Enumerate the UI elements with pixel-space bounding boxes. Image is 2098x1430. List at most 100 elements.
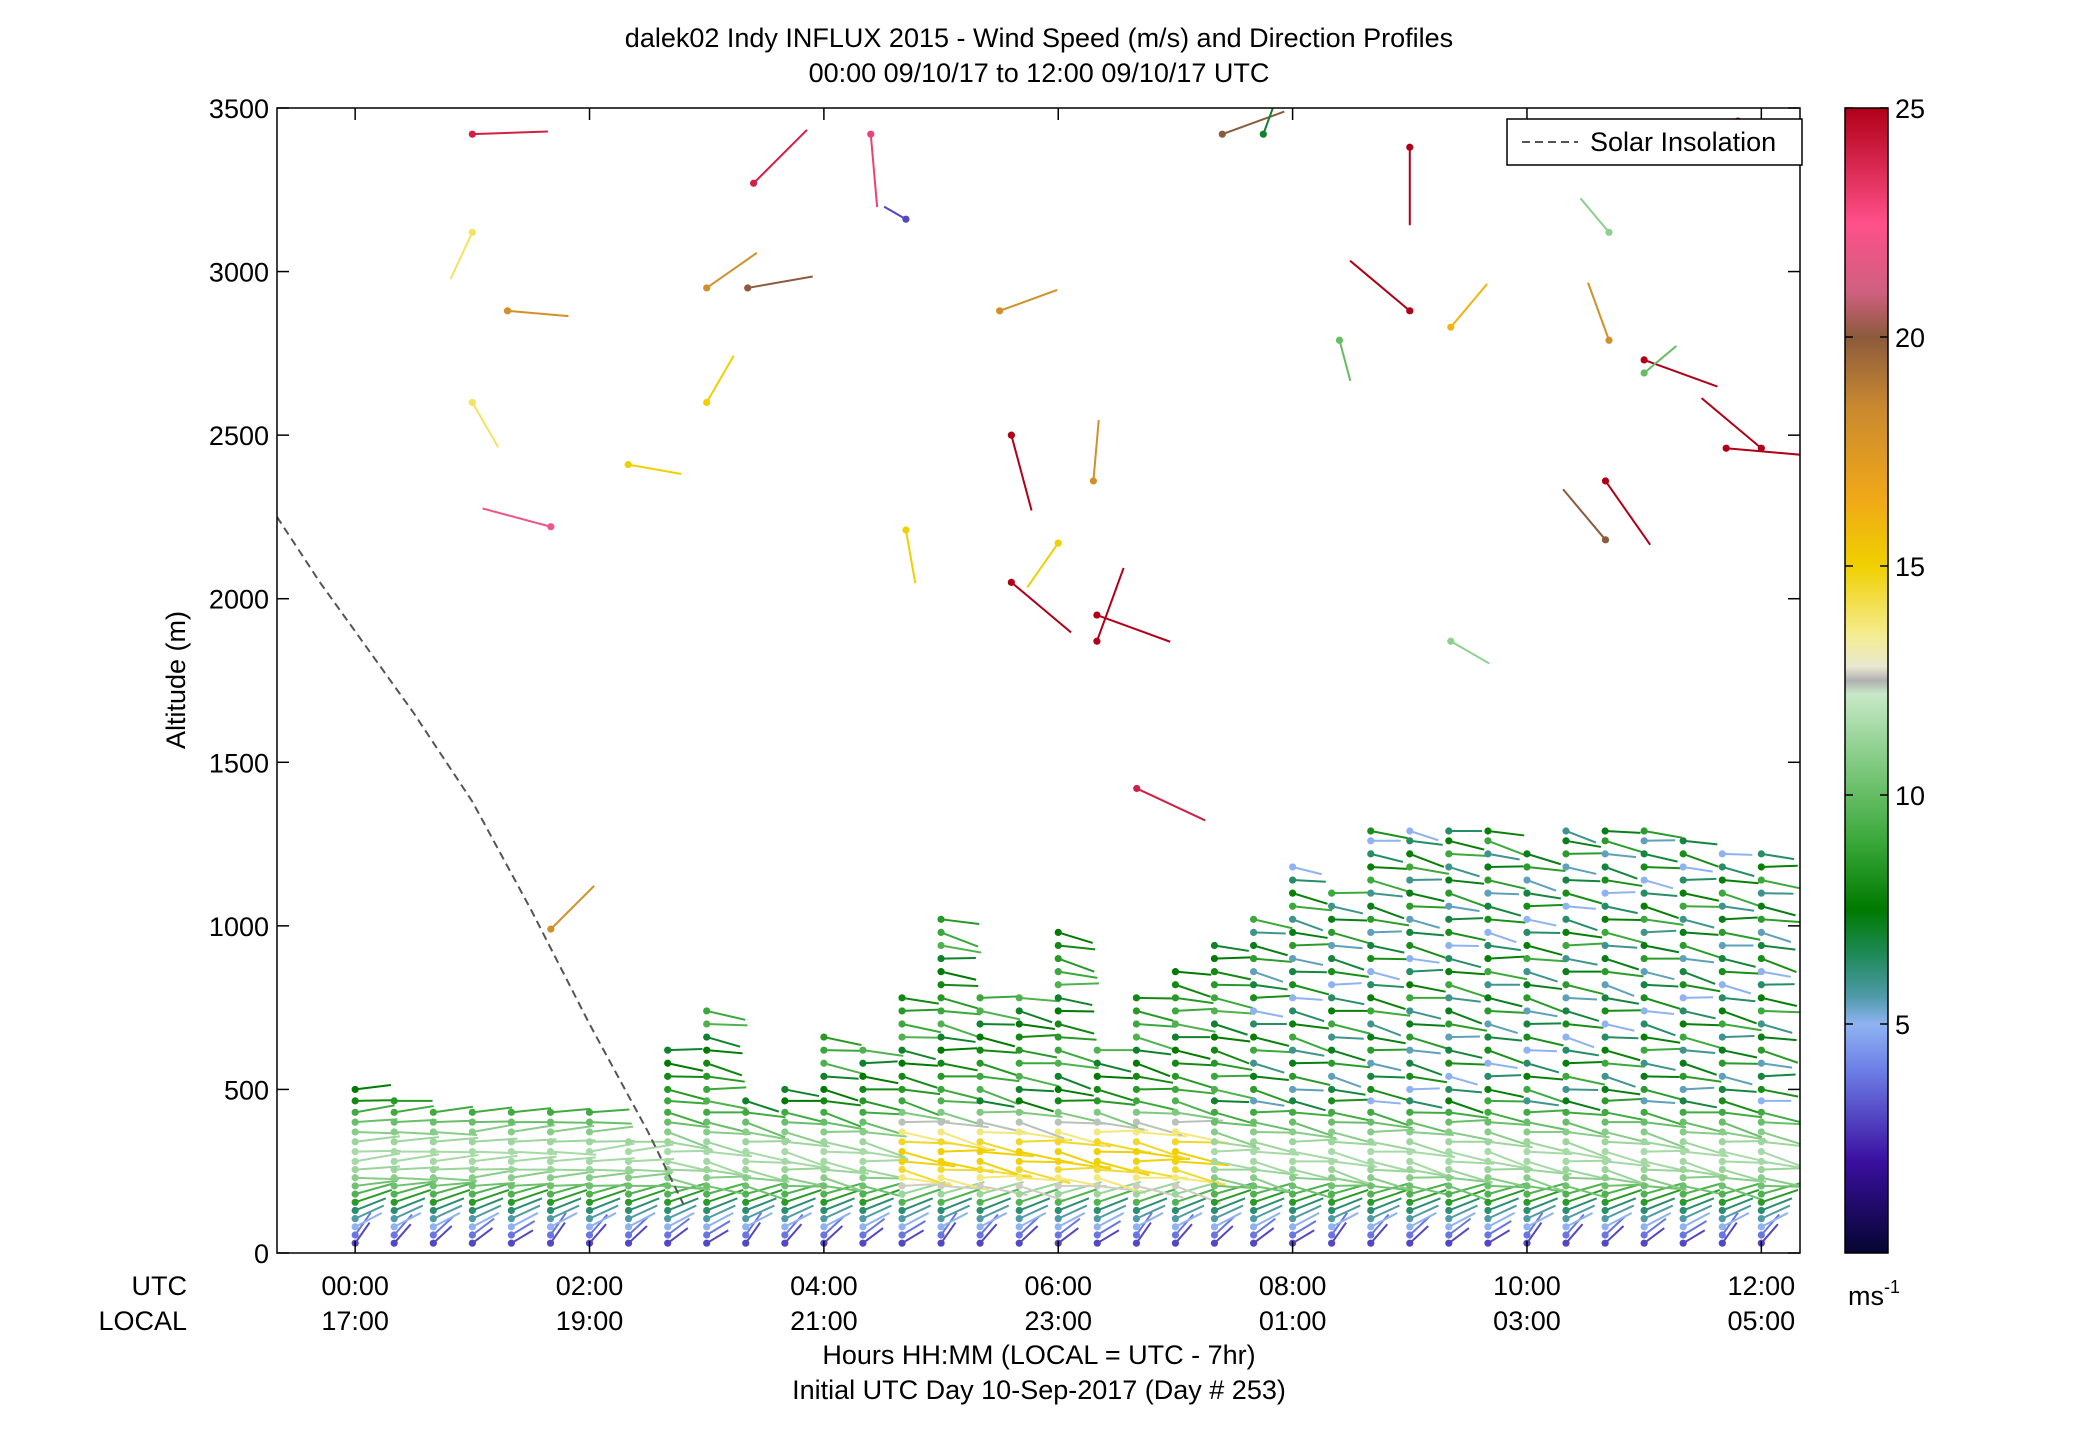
wind-barb-point	[390, 1147, 398, 1156]
wind-barb-point	[1210, 1072, 1219, 1080]
wind-barb-point	[937, 1198, 945, 1206]
wind-barb-point	[1601, 981, 1609, 989]
wind-barb-point	[1757, 1198, 1765, 1206]
wind-barb-shaft	[1370, 1189, 1408, 1204]
wind-barb-point	[703, 1020, 711, 1028]
wind-barb-shaft	[1760, 957, 1797, 973]
wind-barb-shaft	[1214, 983, 1253, 987]
wind-barb-point	[1679, 1085, 1687, 1094]
wind-barb-shaft	[1644, 918, 1684, 926]
wind-barb-point	[1289, 902, 1297, 910]
x-tick-label-utc: 10:00	[1493, 1271, 1561, 1301]
wind-barb-point	[546, 1239, 555, 1247]
wind-barb-shaft	[901, 1220, 926, 1236]
wind-barb-shaft	[1448, 1227, 1470, 1244]
wind-barb-shaft	[1760, 1213, 1780, 1236]
wind-barb-shaft	[1450, 640, 1490, 665]
wind-barb-point	[1523, 1097, 1531, 1105]
wind-barb-point	[898, 1182, 906, 1190]
wind-barb-point	[1523, 889, 1531, 897]
wind-barb-point	[1640, 876, 1648, 884]
wind-barb-shaft	[1018, 1212, 1047, 1228]
wind-barb-point	[1562, 915, 1570, 923]
wind-barb-shaft	[1136, 1140, 1187, 1160]
wind-barb-shaft	[1722, 970, 1760, 975]
wind-barb-point	[1015, 1046, 1023, 1054]
wind-barb-shaft	[979, 1212, 1008, 1228]
wind-barb-point	[820, 1128, 828, 1136]
wind-barb-shaft	[1292, 943, 1332, 947]
wind-barb-point	[898, 1198, 906, 1206]
wind-barb-point	[937, 1108, 945, 1116]
wind-barb-point	[1089, 477, 1097, 485]
wind-barb-point	[898, 1085, 906, 1094]
wind-barb-shaft	[1761, 1176, 1800, 1187]
wind-barb-shaft	[1018, 1225, 1039, 1244]
wind-barb-point	[351, 1198, 359, 1206]
wind-barb-shaft	[507, 309, 569, 318]
wind-barb-shaft	[1605, 829, 1641, 834]
wind-barb-point	[1406, 941, 1414, 950]
wind-barb-point	[1406, 863, 1414, 871]
wind-barb-point	[742, 1223, 750, 1231]
wind-barb-point	[898, 1239, 906, 1247]
wind-barb-point	[1562, 1157, 1570, 1165]
wind-barb-point	[1484, 928, 1492, 937]
wind-barb-shaft	[1487, 839, 1526, 856]
wind-barb-point	[1093, 1108, 1101, 1116]
wind-barb-point	[1367, 1165, 1375, 1174]
wind-barb-point	[1718, 1147, 1726, 1156]
wind-barb-shaft	[1019, 996, 1060, 1003]
wind-barb-point	[1015, 1007, 1023, 1015]
wind-barb-shaft	[1214, 1184, 1258, 1190]
wind-barb-shaft	[1058, 1088, 1094, 1097]
wind-barb-point	[1445, 981, 1453, 989]
plot-frame	[276, 107, 1801, 1254]
wind-barb-shaft	[1722, 866, 1755, 878]
wind-barb-point	[820, 1182, 828, 1190]
wind-barb-shaft	[1136, 1087, 1175, 1091]
wind-barb-point	[1757, 444, 1765, 452]
wind-barb-point	[624, 1198, 633, 1206]
wind-barb-point	[1171, 1097, 1180, 1105]
wind-barb-point	[1367, 981, 1375, 989]
wind-barb-point	[1484, 1190, 1492, 1198]
wind-barb-point	[1718, 1097, 1726, 1105]
wind-barb-shaft	[1604, 839, 1643, 854]
wind-barb-shaft	[784, 1204, 814, 1220]
wind-barb-point	[1640, 1097, 1648, 1105]
wind-barb-point	[1718, 1138, 1726, 1146]
wind-barb-shaft	[355, 1179, 398, 1187]
wind-barb-point	[1210, 1059, 1219, 1067]
wind-barb-point	[351, 1165, 359, 1174]
wind-barb-point	[937, 1128, 945, 1136]
wind-barb-shaft	[1565, 879, 1601, 883]
wind-barb-shaft	[1565, 865, 1597, 875]
wind-barb-shaft	[1565, 1150, 1612, 1161]
wind-barb-point	[898, 1128, 906, 1136]
wind-barb-shaft	[1370, 1048, 1410, 1052]
wind-barb-point	[1562, 1206, 1570, 1215]
wind-barb-point	[1445, 928, 1453, 937]
wind-barb-shaft	[940, 1212, 969, 1228]
wind-barb-point	[742, 1174, 750, 1182]
wind-barb-point	[1757, 1231, 1765, 1239]
wind-barb-point	[1289, 1190, 1297, 1198]
wind-barb-point	[1367, 1215, 1375, 1223]
wind-barb-shaft	[979, 1075, 1020, 1083]
wind-barb-shaft	[1643, 830, 1683, 839]
wind-barb-shaft	[1409, 839, 1443, 846]
wind-barb-shaft	[1683, 931, 1719, 936]
wind-barb-point	[976, 1097, 984, 1105]
wind-barb-point	[1679, 1223, 1687, 1231]
wind-barb-shaft	[1370, 1121, 1413, 1130]
wind-barb-shaft	[482, 507, 552, 528]
wind-barb-shaft	[1019, 1049, 1058, 1059]
wind-barb-point	[976, 1128, 984, 1136]
wind-barb-point	[1640, 1165, 1648, 1174]
wind-barb-point	[1210, 1147, 1219, 1156]
wind-barb-point	[390, 1206, 398, 1215]
wind-barb-point	[1601, 1174, 1609, 1182]
wind-barb-shaft	[1253, 1212, 1281, 1228]
wind-barb-shaft	[1213, 1215, 1236, 1236]
